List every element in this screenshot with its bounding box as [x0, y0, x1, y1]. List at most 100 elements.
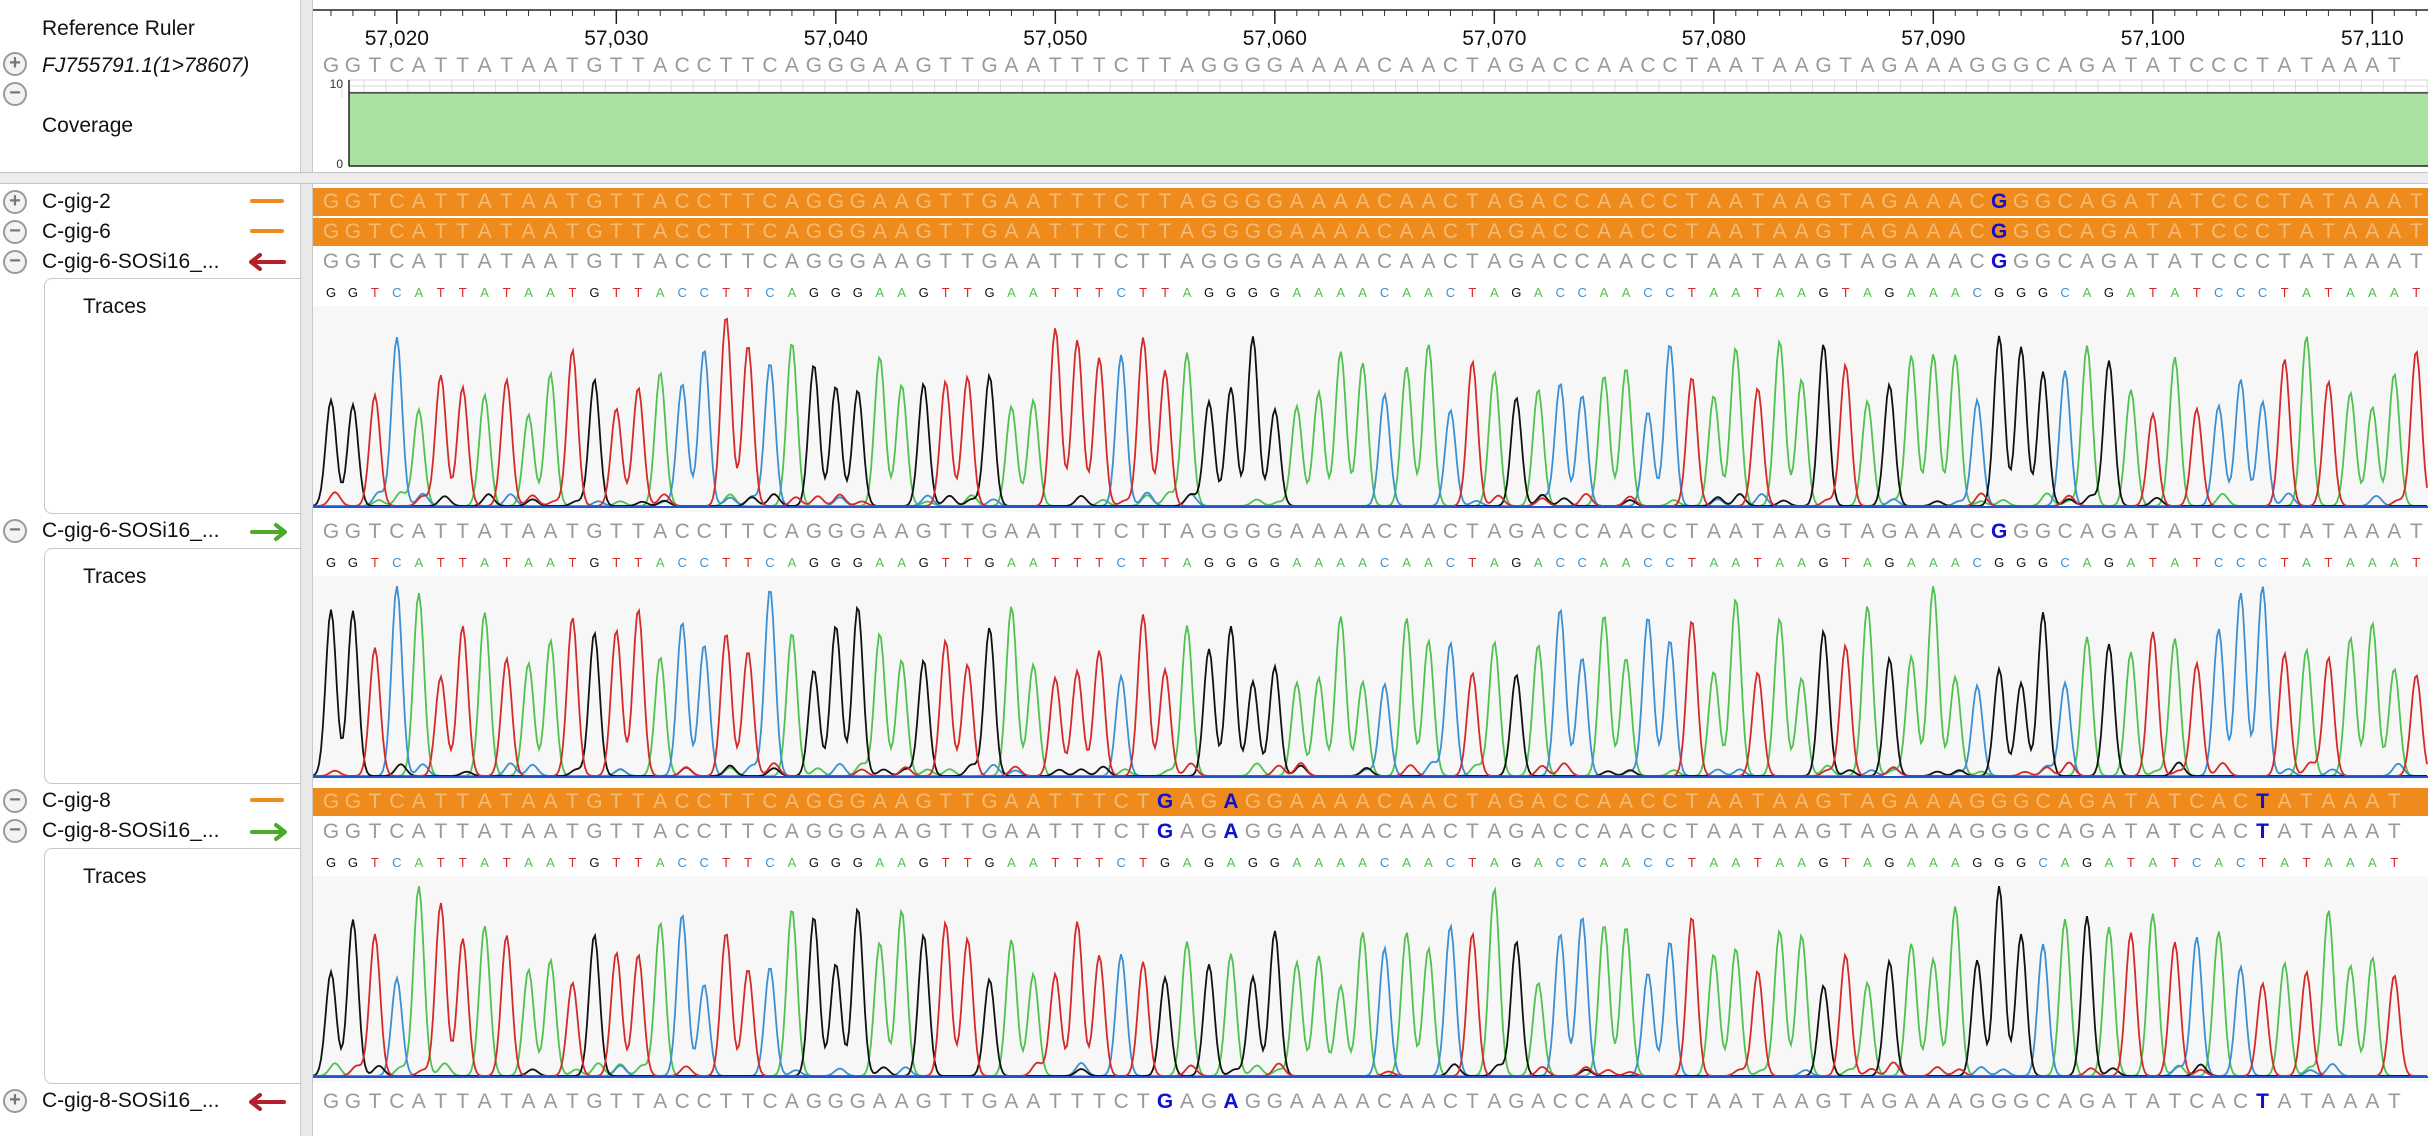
- base: A: [1948, 790, 1963, 813]
- base: T: [1092, 54, 1106, 77]
- basecall: C: [765, 285, 775, 300]
- base: A: [1860, 190, 1875, 213]
- base: A: [1706, 54, 1721, 77]
- base: T: [2168, 820, 2182, 843]
- section-splitter[interactable]: [0, 172, 2428, 184]
- base: C: [1640, 54, 1656, 77]
- collapse-icon[interactable]: −: [3, 250, 27, 274]
- basecall: T: [370, 285, 379, 300]
- base: T: [500, 250, 513, 273]
- basecall: A: [1731, 555, 1741, 570]
- base: G: [2034, 220, 2052, 243]
- base: C: [1442, 1090, 1459, 1113]
- alignment-view[interactable]: 57,020 57,030 57,040 57,050 57,060 57,070 57,0…: [313, 0, 2428, 1136]
- base: T: [2168, 54, 2182, 77]
- base: T: [631, 250, 645, 273]
- base: G: [2012, 820, 2030, 843]
- base: G: [322, 54, 340, 77]
- basecall: G: [347, 285, 358, 300]
- track-label-c-gig-8-sosi16-reverse[interactable]: C-gig-8-SOSi16_...: [42, 1089, 220, 1112]
- base: A: [1180, 790, 1195, 813]
- track-label-c-gig-6-sosi16-reverse[interactable]: C-gig-6-SOSi16_...: [42, 250, 220, 273]
- base: A: [2101, 820, 2116, 843]
- basecall: T: [1161, 285, 1170, 300]
- basecall: G: [1511, 555, 1522, 570]
- base: C: [696, 54, 712, 77]
- base: C: [1969, 250, 1985, 273]
- base: A: [1355, 250, 1370, 273]
- base: G: [1266, 820, 1284, 843]
- base: C: [389, 220, 405, 243]
- base: C: [1574, 220, 1590, 243]
- track-label-c-gig-8-sosi16-forward[interactable]: C-gig-8-SOSi16_...: [42, 819, 220, 842]
- expand-icon[interactable]: +: [3, 1089, 27, 1113]
- track-label-c-gig-6[interactable]: C-gig-6: [42, 220, 111, 243]
- base: C: [1640, 790, 1656, 813]
- base: G: [805, 790, 823, 813]
- base: A: [2101, 54, 2116, 77]
- base: G: [1200, 520, 1218, 543]
- base: A: [1772, 220, 1787, 243]
- basecall: C: [2257, 285, 2268, 300]
- base: T: [609, 790, 623, 813]
- base: G: [322, 520, 340, 543]
- base: C: [1574, 790, 1590, 813]
- collapse-icon[interactable]: −: [3, 82, 27, 106]
- base: C: [2233, 250, 2249, 273]
- collapse-icon[interactable]: −: [3, 789, 27, 813]
- base: G: [586, 220, 603, 243]
- base: A: [1597, 520, 1612, 543]
- basecall: T: [612, 555, 621, 570]
- collapse-icon[interactable]: −: [3, 220, 27, 244]
- basecall: G: [1203, 285, 1215, 300]
- base: G: [1508, 790, 1525, 813]
- base: T: [2256, 790, 2269, 813]
- base: A: [1311, 250, 1326, 273]
- basecall: A: [655, 855, 665, 870]
- base: T: [719, 250, 733, 273]
- basecall: T: [1051, 555, 1060, 570]
- track-label-c-gig-2[interactable]: C-gig-2: [42, 190, 111, 213]
- expand-icon[interactable]: +: [3, 190, 27, 214]
- panel-splitter[interactable]: [300, 0, 313, 1136]
- base: T: [2124, 54, 2138, 77]
- basecall: A: [1950, 855, 1960, 870]
- basecall: A: [1182, 855, 1192, 870]
- base: G: [915, 54, 932, 77]
- track-label-c-gig-8[interactable]: C-gig-8: [42, 789, 111, 812]
- base: A: [1399, 520, 1414, 543]
- base: G: [827, 790, 845, 813]
- basecall: C: [1665, 285, 1675, 300]
- basecall: T: [1051, 855, 1060, 870]
- base: A: [1904, 1090, 1919, 1113]
- base: A: [894, 54, 909, 77]
- base: G: [1200, 250, 1218, 273]
- base: C: [1377, 520, 1393, 543]
- base: A: [411, 820, 426, 843]
- base: A: [1026, 220, 1041, 243]
- expand-icon[interactable]: +: [3, 52, 27, 76]
- track-label-c-gig-6-sosi16-forward[interactable]: C-gig-6-SOSi16_...: [42, 519, 220, 542]
- base: G: [849, 790, 866, 813]
- base: C: [762, 220, 778, 243]
- basecall: T: [722, 285, 731, 300]
- base: A: [1926, 250, 1941, 273]
- base: T: [2322, 250, 2335, 273]
- collapse-icon[interactable]: −: [3, 519, 27, 543]
- base: A: [1399, 820, 1414, 843]
- basecall: C: [2060, 555, 2070, 570]
- basecall: A: [1599, 555, 1609, 570]
- base: A: [1531, 520, 1546, 543]
- collapse-icon[interactable]: −: [3, 819, 27, 843]
- base: T: [1158, 54, 1172, 77]
- base: C: [2057, 190, 2073, 213]
- base: T: [719, 220, 733, 243]
